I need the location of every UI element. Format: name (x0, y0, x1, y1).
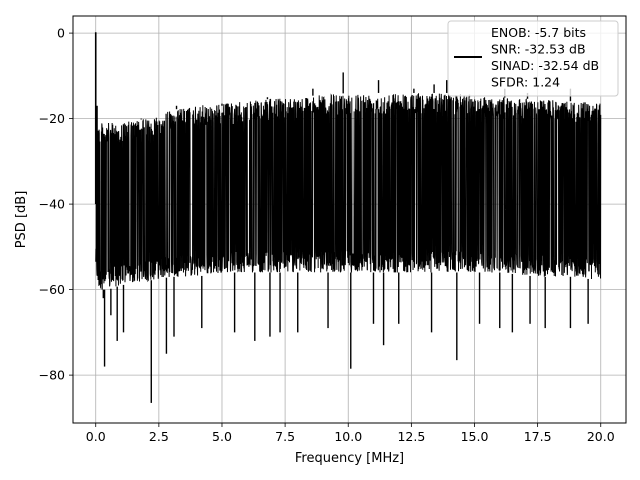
legend-box (447, 20, 619, 97)
x-tick-label: 20.0 (587, 429, 615, 444)
y-tick-label: 0 (57, 26, 65, 41)
x-tick-label: 12.5 (397, 429, 425, 444)
x-axis-label: Frequency [MHz] (295, 451, 404, 466)
y-tick-label: −40 (39, 197, 65, 212)
legend-enob: ENOB: -5.7 bits (491, 25, 586, 40)
x-tick-label: 0.0 (86, 429, 106, 444)
x-tick-label: 10.0 (334, 429, 362, 444)
y-tick-label: −80 (39, 368, 65, 383)
x-tick-label: 7.5 (275, 429, 295, 444)
y-tick-label: −60 (39, 282, 65, 297)
psd-noise-trace (95, 93, 602, 290)
legend-sfdr: SFDR: 1.24 (491, 75, 560, 90)
x-tick-label: 2.5 (149, 429, 169, 444)
x-tick-label: 15.0 (461, 429, 489, 444)
y-axis-label: PSD [dB] (14, 191, 29, 249)
axis-ticks: 0.0 2.5 5.0 7.5 10.0 12.5 15.0 17.5 20.0 0 −20 −40 −… (39, 26, 615, 444)
legend: ENOB: -5.7 bits SNR: -32.53 dB SINAD: -3… (447, 20, 619, 97)
legend-snr: SNR: -32.53 dB (491, 42, 586, 57)
legend-sinad: SINAD: -32.54 dB (491, 58, 599, 73)
y-tick-label: −20 (39, 111, 65, 126)
plot-frame (72, 15, 627, 424)
psd-trace (94, 32, 602, 403)
x-tick-label: 5.0 (212, 429, 232, 444)
x-tick-label: 17.5 (524, 429, 552, 444)
